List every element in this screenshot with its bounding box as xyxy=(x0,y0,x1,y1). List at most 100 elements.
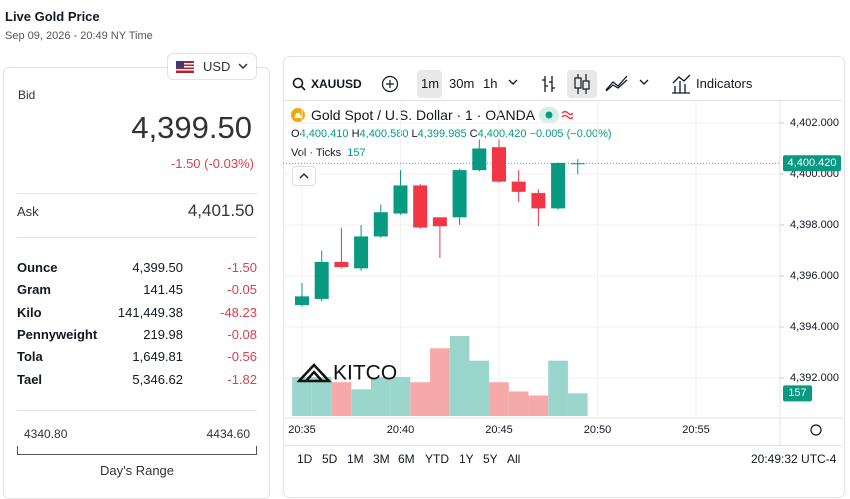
unit-change: -1.50 xyxy=(227,260,257,275)
candle-body xyxy=(531,193,546,209)
unit-change: -1.82 xyxy=(227,371,257,387)
range-button[interactable]: 6M xyxy=(398,452,415,466)
divider xyxy=(17,237,257,238)
volume-bar xyxy=(489,382,509,416)
volume-bar xyxy=(351,389,371,416)
chart: 4,392.000 4,394.000 4,396.000 4,398.000 4,40… xyxy=(283,100,843,445)
volume-bar xyxy=(548,360,568,416)
timestamp: Sep 09, 2026 - 20:49 NY Time xyxy=(5,30,153,42)
interval[interactable]: 30m xyxy=(449,76,475,91)
indicators[interactable]: Indicators xyxy=(696,76,753,91)
unit-price: 219.98 xyxy=(143,326,183,342)
y-tick-label: 4,398.000 xyxy=(790,219,839,231)
logo-text: KITCO xyxy=(333,362,397,385)
collapse-button[interactable] xyxy=(292,166,316,186)
candle-body xyxy=(354,236,369,269)
x-tick-label: 20:40 xyxy=(387,424,415,436)
bar-style-icon[interactable] xyxy=(540,74,558,94)
interval[interactable]: 1m xyxy=(421,76,440,91)
interval[interactable]: 1h xyxy=(483,76,498,91)
range-low: 4340.80 xyxy=(24,427,68,441)
range-button[interactable]: 5D xyxy=(322,452,338,466)
ohlc-value: 4,400.420 xyxy=(477,128,527,140)
volume-tag-label: 157 xyxy=(788,387,806,399)
page-title: Live Gold Price xyxy=(5,9,100,24)
volume-bar xyxy=(410,382,431,416)
candle-body xyxy=(452,170,467,218)
range-button[interactable]: 1Y xyxy=(459,452,474,466)
unit-price: 4,399.50 xyxy=(132,260,183,275)
range-high: 4434.60 xyxy=(206,427,250,441)
volume-bar xyxy=(508,391,529,416)
volume-bar xyxy=(567,393,588,416)
candle-body xyxy=(492,147,506,182)
volume-value: 157 xyxy=(347,147,366,159)
range-button[interactable]: YTD xyxy=(425,452,449,466)
add-symbol[interactable] xyxy=(381,75,399,93)
toolbar-divider xyxy=(284,100,842,101)
unit-row: Pennyweight 219.98 -0.08 xyxy=(17,327,257,345)
indicators-icon[interactable] xyxy=(671,74,691,94)
x-tick-label: 20:55 xyxy=(682,424,710,436)
y-tick-label: 4,396.000 xyxy=(790,270,839,282)
unit-price: 141,449.38 xyxy=(117,304,183,320)
ohlc-key: C xyxy=(469,128,478,140)
volume-label: Vol · Ticks xyxy=(291,147,342,159)
symbol[interactable]: XAUUSD xyxy=(311,77,362,91)
ohlc-key: H xyxy=(351,128,360,140)
bid-change: -1.50 (-0.03%) xyxy=(170,156,254,171)
footer-divider xyxy=(284,445,842,446)
unit-change: -0.05 xyxy=(227,282,257,298)
unit-name: Kilo xyxy=(17,304,42,320)
range-bar xyxy=(17,446,257,455)
range-button[interactable]: 1D xyxy=(297,452,313,466)
interval-active-bg xyxy=(417,70,442,98)
legend-title: Gold Spot / U.S. Dollar · 1 · OANDA xyxy=(311,107,536,123)
unit-name: Gram xyxy=(17,282,51,298)
unit-row: Tael 5,346.62 -1.82 xyxy=(17,372,257,390)
range-button[interactable]: 3M xyxy=(373,452,390,466)
volume-bar xyxy=(390,377,411,416)
x-tick-label: 20:50 xyxy=(584,424,612,436)
volume-bar xyxy=(469,360,490,416)
candle-body xyxy=(472,148,487,171)
market-status xyxy=(539,107,573,123)
candle-body xyxy=(413,185,428,228)
y-tick-label: 4,392.000 xyxy=(790,372,839,384)
chevron-up xyxy=(299,173,309,179)
ohlc-change: −0.005 (−0.00%) xyxy=(529,128,612,140)
volume-bar xyxy=(292,377,312,416)
chevron xyxy=(238,63,248,70)
price-tag-label: 4,400.420 xyxy=(788,157,837,169)
divider xyxy=(17,193,257,194)
range-button[interactable]: 1M xyxy=(347,452,364,466)
logo: KITCO xyxy=(297,362,397,385)
ohlc-value: 4,400.410 xyxy=(299,128,349,140)
volume-bar xyxy=(311,377,332,416)
bid: 4,399.50 xyxy=(131,110,252,145)
range-button[interactable]: All xyxy=(507,452,521,466)
unit-name: Tola xyxy=(17,349,43,365)
currency-select[interactable]: USD xyxy=(167,53,257,80)
range-label: Day's Range xyxy=(99,463,175,478)
candle-style-bg xyxy=(567,70,597,98)
range-button[interactable]: 5Y xyxy=(483,452,498,466)
unit-name: Ounce xyxy=(17,260,58,275)
candle-body xyxy=(551,162,566,209)
y-tick-label: 4,394.000 xyxy=(790,321,839,333)
ohlc-value: 4,399.985 xyxy=(417,128,467,140)
unit-change: -0.08 xyxy=(227,326,257,342)
volume-bar xyxy=(331,382,352,416)
candle-body xyxy=(295,296,309,306)
unit-price: 141.45 xyxy=(143,282,183,298)
unit-name: Pennyweight xyxy=(17,326,98,342)
chevron[interactable] xyxy=(508,79,518,87)
x-tick-label: 20:45 xyxy=(485,424,513,436)
area-style-icon[interactable] xyxy=(605,74,629,92)
ask: 4,401.50 xyxy=(187,201,254,220)
candle-body xyxy=(570,163,585,165)
ohlc-key: L xyxy=(411,128,418,140)
clock: 20:49:32 UTC-4 xyxy=(751,452,837,466)
chevron[interactable] xyxy=(639,79,649,87)
candle-style-icon[interactable] xyxy=(572,73,592,95)
